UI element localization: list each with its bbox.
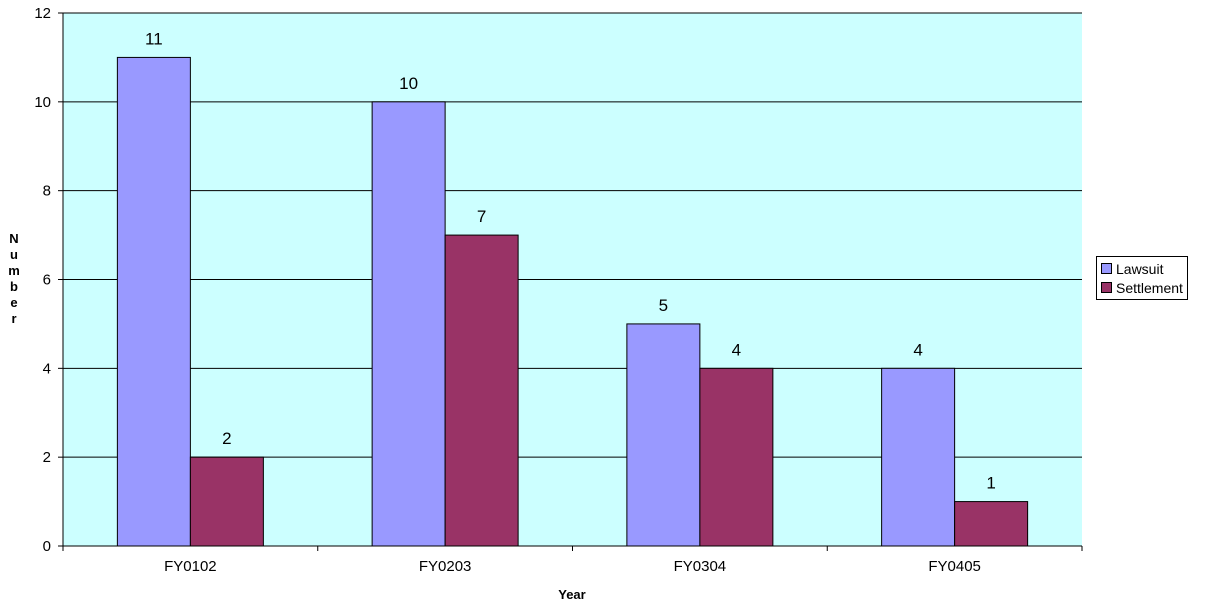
y-tick-label: 2 <box>43 449 51 466</box>
data-labels: 11 2 10 7 5 4 4 1 <box>145 29 996 492</box>
data-label: 11 <box>145 29 163 48</box>
y-tick-label: 12 <box>34 5 51 22</box>
data-label: 5 <box>659 296 668 315</box>
data-label: 1 <box>986 474 995 493</box>
legend-label: Settlement <box>1116 279 1183 296</box>
x-tick-label: FY0405 <box>928 558 981 575</box>
y-tick-label: 6 <box>43 272 51 289</box>
bar-settlement <box>189 456 264 547</box>
y-tick-label: 0 <box>43 538 51 555</box>
legend-label: Lawsuit <box>1116 260 1164 277</box>
legend-swatch <box>1101 282 1112 293</box>
legend-item-lawsuit: Lawsuit <box>1101 259 1183 278</box>
x-tick-label: FY0102 <box>164 558 217 575</box>
bars <box>116 56 1029 547</box>
y-axis-title-letter: e <box>10 295 17 310</box>
y-axis-title-letter: m <box>8 263 20 278</box>
bar-lawsuit <box>881 367 956 547</box>
x-tick-label: FY0203 <box>419 558 472 575</box>
x-tick-label: FY0304 <box>674 558 727 575</box>
y-axis-title-letter: r <box>11 311 16 326</box>
y-axis-title-letter: u <box>10 247 18 262</box>
y-axis-title-letter: b <box>10 279 18 294</box>
data-label: 10 <box>399 74 418 93</box>
bar-lawsuit <box>116 56 191 547</box>
legend-item-settlement: Settlement <box>1101 278 1183 297</box>
y-tick-label: 8 <box>43 183 51 200</box>
bar-settlement <box>954 501 1029 547</box>
legend: Lawsuit Settlement <box>1096 256 1188 300</box>
tick-labels: 0 2 4 6 8 10 12 FY0102 FY0203 FY0304 FY0405 <box>34 5 981 575</box>
y-tick-label: 4 <box>43 360 51 377</box>
y-tick-label: 10 <box>34 94 51 111</box>
legend-swatch <box>1101 263 1112 274</box>
bar-settlement <box>699 367 774 547</box>
data-label: 7 <box>477 207 486 226</box>
bar-settlement <box>444 234 519 547</box>
data-label: 4 <box>913 340 922 359</box>
data-label: 4 <box>732 340 741 359</box>
x-axis-title: Year <box>558 587 585 602</box>
bar-lawsuit <box>626 323 701 547</box>
axes <box>58 12 1083 551</box>
bar-lawsuit <box>371 101 446 547</box>
y-axis-title-letter: N <box>9 231 18 246</box>
data-label: 2 <box>222 429 231 448</box>
